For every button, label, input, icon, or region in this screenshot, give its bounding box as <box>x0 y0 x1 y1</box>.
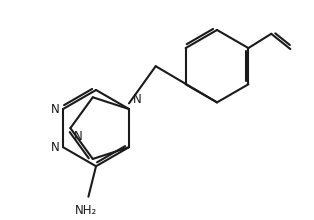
Text: N: N <box>51 141 59 154</box>
Text: N: N <box>51 103 59 116</box>
Text: N: N <box>74 130 83 143</box>
Text: N: N <box>133 93 142 106</box>
Text: NH₂: NH₂ <box>75 204 98 217</box>
